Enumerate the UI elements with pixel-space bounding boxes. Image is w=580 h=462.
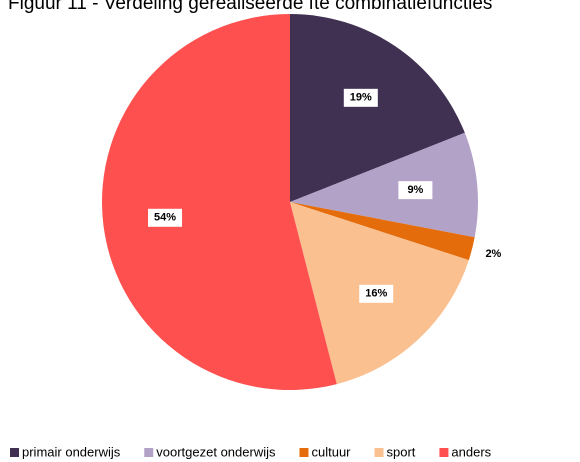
label-box (398, 181, 433, 200)
legend-label: anders (451, 444, 491, 459)
data-label: 16% (365, 288, 387, 300)
legend-swatch (439, 448, 449, 457)
pie-slice (290, 202, 475, 261)
legend-swatch (144, 448, 154, 457)
legend-label: cultuur (311, 444, 351, 459)
pie-slice (290, 132, 478, 238)
legend-label: sport (387, 444, 416, 459)
pie-slice (290, 14, 465, 202)
legend-swatch (10, 448, 19, 457)
legend-swatch (299, 448, 309, 457)
label-box (359, 284, 394, 303)
legend-label: voortgezet onderwijs (156, 444, 276, 459)
legend-label: primair onderwijs (22, 444, 121, 459)
legend-swatch (374, 448, 384, 457)
label-box (148, 208, 183, 227)
chart-title: Figuur 11 - Verdeling gerealiseerde fte … (8, 0, 492, 14)
data-label: 9% (407, 184, 423, 196)
data-label: 2% (485, 248, 501, 260)
pie-slice (101, 14, 337, 391)
data-label: 54% (154, 212, 176, 224)
label-box (343, 88, 378, 107)
data-label: 19% (350, 92, 372, 104)
